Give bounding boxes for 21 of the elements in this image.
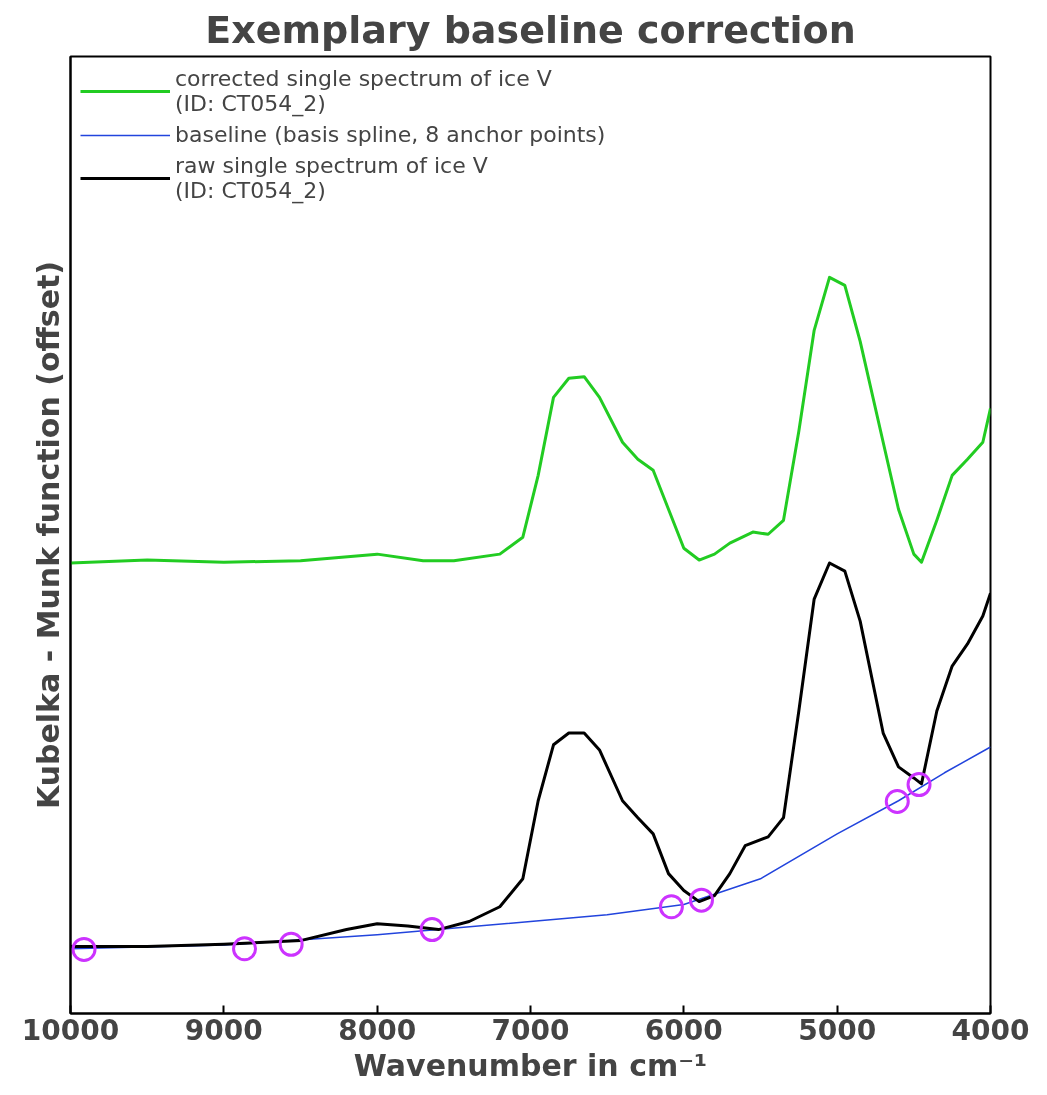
x-tick-label: 8000 (338, 1013, 417, 1047)
point (658, 894, 684, 920)
point (71, 936, 97, 962)
x-tick-label: 10000 (21, 1013, 120, 1047)
x-tick-label: 7000 (491, 1013, 570, 1047)
point (884, 789, 910, 814)
point (232, 936, 258, 962)
x-tick-label: 9000 (184, 1013, 263, 1047)
legend-label: raw single spectrum of ice V (ID: CT054_2) (175, 153, 488, 203)
x-tick-label: 5000 (798, 1013, 877, 1047)
chart-title: Exemplary baseline correction (205, 7, 856, 52)
x-axis-title: Wavenumber in cm⁻¹ (353, 1047, 708, 1083)
legend-label: baseline (basis spline, 8 anchor points) (175, 122, 606, 147)
point (906, 772, 932, 798)
y-axis-title: Kubelka - Munk function (offset) (30, 260, 66, 810)
legend-label: corrected single spectrum of ice V (ID: CT054_2) (175, 66, 552, 116)
point (419, 917, 445, 943)
x-tick-label: 6000 (644, 1013, 723, 1047)
point (688, 887, 714, 913)
x-tick-label: 4000 (951, 1013, 1030, 1047)
point (278, 931, 304, 957)
